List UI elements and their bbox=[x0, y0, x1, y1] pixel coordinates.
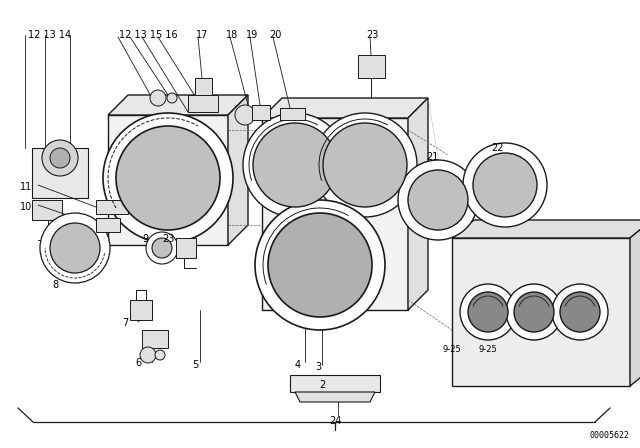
Polygon shape bbox=[142, 330, 168, 348]
Text: 9: 9 bbox=[142, 234, 148, 244]
Text: 3: 3 bbox=[315, 362, 321, 372]
Polygon shape bbox=[630, 220, 640, 386]
Polygon shape bbox=[130, 300, 152, 320]
Text: 22: 22 bbox=[492, 143, 504, 153]
Polygon shape bbox=[96, 218, 120, 232]
Polygon shape bbox=[32, 148, 88, 198]
Text: 2: 2 bbox=[319, 380, 325, 390]
Text: 6: 6 bbox=[135, 358, 141, 368]
Text: 4: 4 bbox=[295, 360, 301, 370]
Polygon shape bbox=[195, 78, 212, 95]
Circle shape bbox=[268, 213, 372, 317]
Circle shape bbox=[560, 292, 600, 332]
Circle shape bbox=[167, 93, 177, 103]
Polygon shape bbox=[452, 220, 640, 238]
Polygon shape bbox=[32, 200, 62, 220]
Circle shape bbox=[253, 123, 337, 207]
Circle shape bbox=[243, 113, 347, 217]
Polygon shape bbox=[262, 98, 428, 118]
Polygon shape bbox=[228, 95, 248, 245]
Polygon shape bbox=[188, 95, 218, 112]
Text: 10: 10 bbox=[20, 202, 32, 212]
Circle shape bbox=[42, 140, 78, 176]
Circle shape bbox=[146, 232, 178, 264]
Circle shape bbox=[398, 160, 478, 240]
Circle shape bbox=[313, 113, 417, 217]
Polygon shape bbox=[295, 392, 375, 402]
Circle shape bbox=[116, 126, 220, 230]
Polygon shape bbox=[176, 238, 196, 258]
Polygon shape bbox=[452, 238, 630, 386]
Circle shape bbox=[152, 238, 172, 258]
Text: 7: 7 bbox=[122, 318, 128, 328]
Circle shape bbox=[255, 200, 385, 330]
Circle shape bbox=[323, 123, 407, 207]
Circle shape bbox=[103, 113, 233, 243]
Text: 12 13 15 16: 12 13 15 16 bbox=[118, 30, 177, 40]
Circle shape bbox=[468, 292, 508, 332]
Text: 19: 19 bbox=[246, 30, 258, 40]
Polygon shape bbox=[408, 98, 428, 310]
Circle shape bbox=[150, 90, 166, 106]
Circle shape bbox=[50, 223, 100, 273]
Circle shape bbox=[140, 347, 156, 363]
Text: 20: 20 bbox=[269, 30, 281, 40]
Circle shape bbox=[552, 284, 608, 340]
Text: 18: 18 bbox=[226, 30, 238, 40]
Text: 8: 8 bbox=[52, 280, 58, 290]
Circle shape bbox=[155, 350, 165, 360]
Circle shape bbox=[50, 148, 70, 168]
Text: 12 13 14: 12 13 14 bbox=[28, 30, 72, 40]
Circle shape bbox=[514, 292, 554, 332]
Text: 17: 17 bbox=[196, 30, 208, 40]
Text: 5: 5 bbox=[192, 360, 198, 370]
Text: 00005622: 00005622 bbox=[590, 431, 630, 440]
Circle shape bbox=[506, 284, 562, 340]
Circle shape bbox=[40, 213, 110, 283]
Polygon shape bbox=[108, 95, 248, 115]
Circle shape bbox=[235, 105, 255, 125]
Polygon shape bbox=[280, 108, 305, 120]
Polygon shape bbox=[262, 118, 408, 310]
Circle shape bbox=[463, 143, 547, 227]
Text: 24: 24 bbox=[329, 416, 341, 426]
Text: 9-25: 9-25 bbox=[443, 345, 461, 354]
Text: 23: 23 bbox=[366, 30, 378, 40]
Circle shape bbox=[460, 284, 516, 340]
Polygon shape bbox=[96, 200, 128, 214]
Circle shape bbox=[473, 153, 537, 217]
Text: 23: 23 bbox=[162, 234, 174, 244]
Polygon shape bbox=[358, 55, 385, 78]
Polygon shape bbox=[290, 375, 380, 392]
Text: 11: 11 bbox=[20, 182, 32, 192]
Text: 9-25: 9-25 bbox=[479, 345, 497, 354]
Polygon shape bbox=[252, 105, 270, 120]
Circle shape bbox=[408, 170, 468, 230]
Polygon shape bbox=[108, 115, 228, 245]
Text: 21: 21 bbox=[426, 152, 438, 162]
